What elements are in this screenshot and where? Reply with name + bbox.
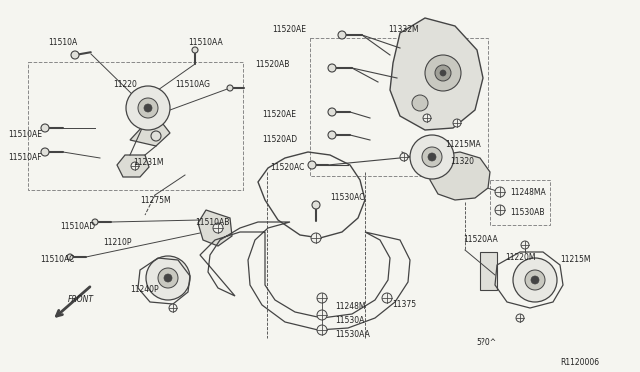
Polygon shape	[480, 252, 497, 290]
Circle shape	[338, 31, 346, 39]
Text: R1120006: R1120006	[560, 358, 599, 367]
Circle shape	[422, 147, 442, 167]
Polygon shape	[130, 124, 170, 146]
Circle shape	[423, 114, 431, 122]
Circle shape	[382, 293, 392, 303]
Text: 11520AC: 11520AC	[270, 163, 305, 172]
Text: 11530AC: 11530AC	[330, 193, 365, 202]
Text: 11220M: 11220M	[505, 253, 536, 262]
Circle shape	[328, 131, 336, 139]
Circle shape	[317, 325, 327, 335]
Text: FRONT: FRONT	[68, 295, 94, 304]
Text: 11510AG: 11510AG	[175, 80, 210, 89]
Circle shape	[164, 274, 172, 282]
Text: 11520AE: 11520AE	[262, 110, 296, 119]
Text: 11510AA: 11510AA	[188, 38, 223, 47]
Circle shape	[317, 310, 327, 320]
Text: 11520AA: 11520AA	[463, 235, 498, 244]
Circle shape	[525, 270, 545, 290]
Text: 11248MA: 11248MA	[510, 188, 546, 197]
Circle shape	[328, 108, 336, 116]
Circle shape	[131, 162, 139, 170]
Text: 11375: 11375	[392, 300, 416, 309]
Circle shape	[513, 258, 557, 302]
Polygon shape	[430, 152, 490, 200]
Text: 11520AE: 11520AE	[272, 25, 306, 34]
Text: 11520AD: 11520AD	[262, 135, 297, 144]
Text: 11240P: 11240P	[130, 285, 159, 294]
Circle shape	[311, 233, 321, 243]
Circle shape	[412, 95, 428, 111]
Polygon shape	[117, 155, 149, 177]
Text: 11510AE: 11510AE	[8, 130, 42, 139]
Circle shape	[213, 223, 223, 233]
Text: 11332M: 11332M	[388, 25, 419, 34]
Text: 11320: 11320	[450, 157, 474, 166]
Text: 11220: 11220	[113, 80, 137, 89]
Text: 11520AB: 11520AB	[255, 60, 289, 69]
Circle shape	[146, 256, 190, 300]
Text: 11215M: 11215M	[560, 255, 591, 264]
Text: 5?0^: 5?0^	[476, 338, 496, 347]
Circle shape	[41, 148, 49, 156]
Circle shape	[308, 161, 316, 169]
Circle shape	[126, 86, 170, 130]
Circle shape	[521, 241, 529, 249]
Text: 11231M: 11231M	[133, 158, 163, 167]
Circle shape	[428, 153, 436, 161]
Bar	[28, 62, 243, 190]
Circle shape	[495, 205, 505, 215]
Polygon shape	[198, 210, 232, 246]
Text: 11510AC: 11510AC	[40, 255, 74, 264]
Circle shape	[169, 304, 177, 312]
Polygon shape	[390, 18, 483, 130]
Text: 11215MA: 11215MA	[445, 140, 481, 149]
Circle shape	[317, 293, 327, 303]
Circle shape	[158, 268, 178, 288]
Circle shape	[328, 64, 336, 72]
Circle shape	[425, 55, 461, 91]
Circle shape	[227, 85, 233, 91]
Circle shape	[92, 219, 98, 225]
Text: 11530AA: 11530AA	[335, 330, 370, 339]
Circle shape	[312, 201, 320, 209]
Text: 11510AF: 11510AF	[8, 153, 42, 162]
Circle shape	[400, 153, 408, 161]
Bar	[490, 180, 550, 225]
Circle shape	[192, 47, 198, 53]
Text: 11248M: 11248M	[335, 302, 365, 311]
Text: 11510AD: 11510AD	[60, 222, 95, 231]
Circle shape	[41, 124, 49, 132]
Circle shape	[531, 276, 539, 284]
Circle shape	[151, 131, 161, 141]
Text: 11510AB: 11510AB	[195, 218, 229, 227]
Circle shape	[495, 187, 505, 197]
Circle shape	[71, 51, 79, 59]
Text: 11275M: 11275M	[140, 196, 171, 205]
Circle shape	[138, 98, 158, 118]
Circle shape	[453, 119, 461, 127]
Circle shape	[410, 135, 454, 179]
Bar	[310, 38, 488, 176]
Circle shape	[516, 314, 524, 322]
Circle shape	[144, 104, 152, 112]
Text: 11210P: 11210P	[103, 238, 131, 247]
Circle shape	[435, 65, 451, 81]
Text: 11530A: 11530A	[335, 316, 364, 325]
Circle shape	[440, 70, 446, 76]
Text: 11510A: 11510A	[48, 38, 77, 47]
Text: 11530AB: 11530AB	[510, 208, 545, 217]
Circle shape	[67, 254, 73, 260]
